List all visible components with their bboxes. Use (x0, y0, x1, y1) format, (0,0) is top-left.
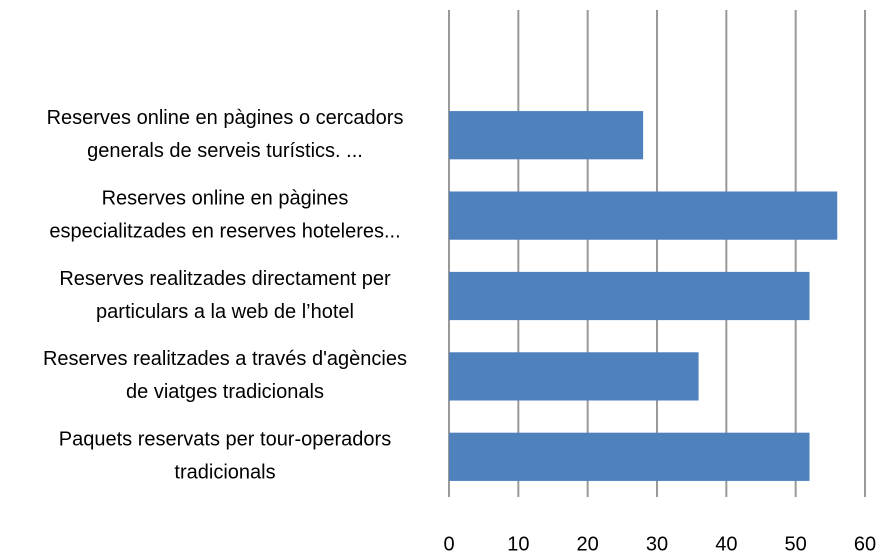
y-tick-label: Reserves realitzades a través d'agències (43, 348, 407, 370)
y-tick-label: Paquets reservats per tour-operadors (59, 429, 391, 451)
bar (449, 432, 810, 481)
y-tick-label: particulars a la web de l’hotel (96, 301, 354, 323)
x-tick-label: 50 (785, 533, 807, 555)
x-tick-label: 60 (854, 533, 876, 555)
y-tick-label: Reserves online en pàgines (102, 187, 349, 209)
y-tick-label: generals de serveis turístics. ... (87, 140, 363, 162)
y-tick-label: Reserves realitzades directament per (59, 268, 391, 290)
x-tick-label: 20 (577, 533, 599, 555)
x-tick-label: 30 (646, 533, 668, 555)
x-tick-label: 10 (507, 533, 529, 555)
x-tick-label: 40 (715, 533, 737, 555)
bar (449, 352, 699, 401)
y-tick-label: Reserves online en pàgines o cercadors (47, 107, 404, 129)
y-tick-label: tradicionals (174, 462, 275, 484)
y-tick-label: especialitzades en reserves hoteleres... (49, 220, 400, 242)
y-tick-label: de viatges tradicionals (126, 381, 324, 403)
x-tick-label: 0 (443, 533, 454, 555)
bar (449, 271, 810, 321)
bar (449, 111, 644, 160)
bar (449, 191, 838, 240)
